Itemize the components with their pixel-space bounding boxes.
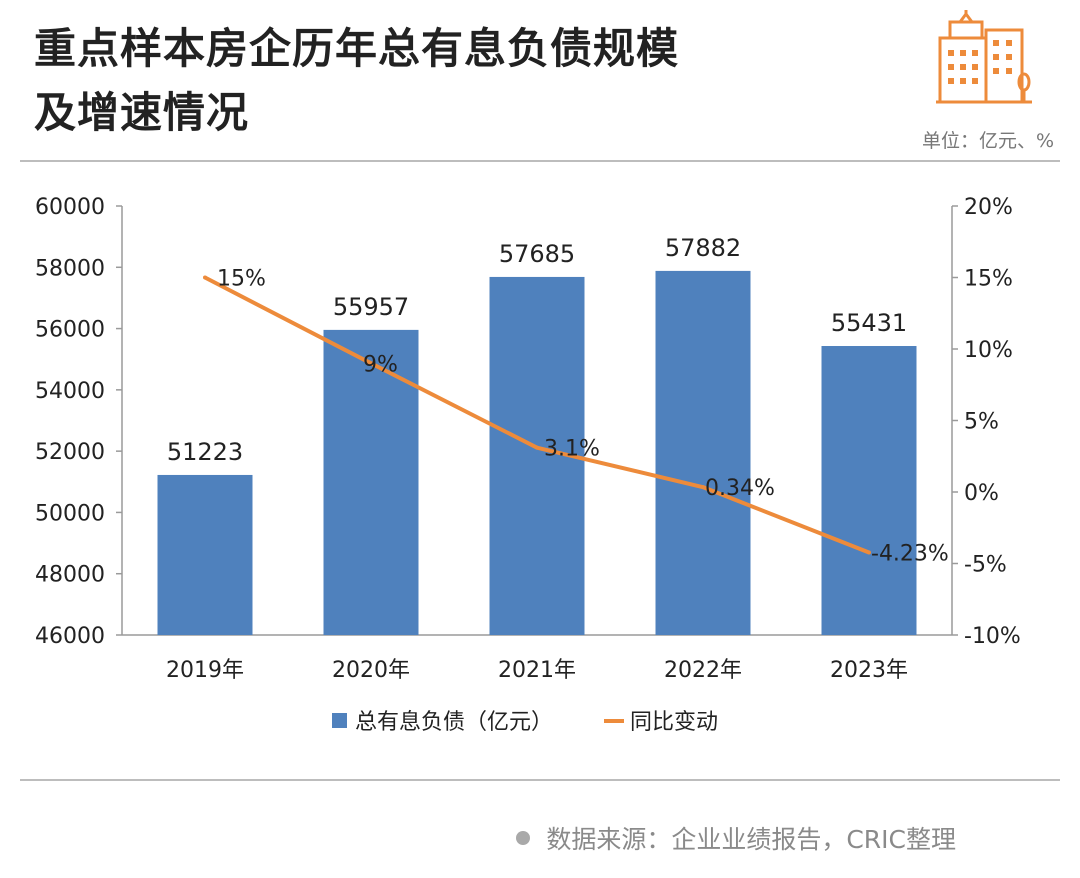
line-point: [203, 275, 207, 280]
line-point: [701, 485, 705, 490]
line-value-label: 0.34%: [705, 476, 775, 501]
category-label: 2021年: [498, 658, 576, 683]
bar-value-label: 57882: [665, 234, 741, 262]
source-note: 数据来源：企业业绩报告，CRIC整理: [516, 820, 956, 856]
line-point: [867, 550, 871, 555]
page-title: 重点样本房企历年总有息负债规模: [34, 24, 680, 73]
right-tick-label: 5%: [964, 410, 999, 435]
left-tick-label: 48000: [35, 563, 105, 588]
source-text: 数据来源：企业业绩报告，CRIC整理: [546, 825, 956, 854]
legend-bar-swatch: [332, 713, 347, 728]
bar-value-label: 55431: [831, 309, 907, 337]
bar-value-label: 51223: [167, 438, 243, 466]
left-tick-label: 54000: [35, 379, 105, 404]
top-divider: [20, 160, 1060, 162]
right-tick-label: 10%: [964, 338, 1013, 363]
right-tick-label: 20%: [964, 195, 1013, 220]
right-tick-label: 0%: [964, 481, 999, 506]
left-tick-label: 46000: [35, 624, 105, 649]
bar: [157, 474, 253, 635]
left-tick-label: 56000: [35, 318, 105, 343]
category-label: 2022年: [664, 658, 742, 683]
line-value-label: -4.23%: [871, 541, 949, 566]
category-label: 2023年: [830, 658, 908, 683]
line-value-label: 9%: [363, 352, 398, 377]
line-point: [535, 445, 539, 450]
page-title-line2: 及增速情况: [34, 88, 250, 137]
left-tick-label: 52000: [35, 440, 105, 465]
bar-value-label: 55957: [333, 293, 409, 321]
legend-line-label: 同比变动: [630, 710, 718, 735]
line-point: [369, 361, 373, 366]
left-tick-label: 58000: [35, 256, 105, 281]
left-tick-label: 50000: [35, 501, 105, 526]
left-tick-label: 60000: [35, 195, 105, 220]
legend-bar-label: 总有息负债（亿元）: [355, 710, 553, 735]
bullet-dot: [516, 831, 531, 845]
right-tick-label: 15%: [964, 267, 1013, 292]
category-label: 2019年: [166, 658, 244, 683]
building-icon: [936, 10, 1032, 104]
bottom-divider: [20, 779, 1060, 781]
category-label: 2020年: [332, 658, 410, 683]
bar: [821, 346, 917, 635]
bar-value-label: 57685: [499, 240, 575, 268]
line-value-label: 15%: [217, 267, 266, 292]
line-value-label: 3.1%: [544, 437, 600, 462]
right-tick-label: -5%: [964, 553, 1007, 578]
bar: [655, 270, 751, 635]
unit-label: 单位：亿元、%: [921, 130, 1054, 152]
right-tick-label: -10%: [964, 624, 1021, 649]
